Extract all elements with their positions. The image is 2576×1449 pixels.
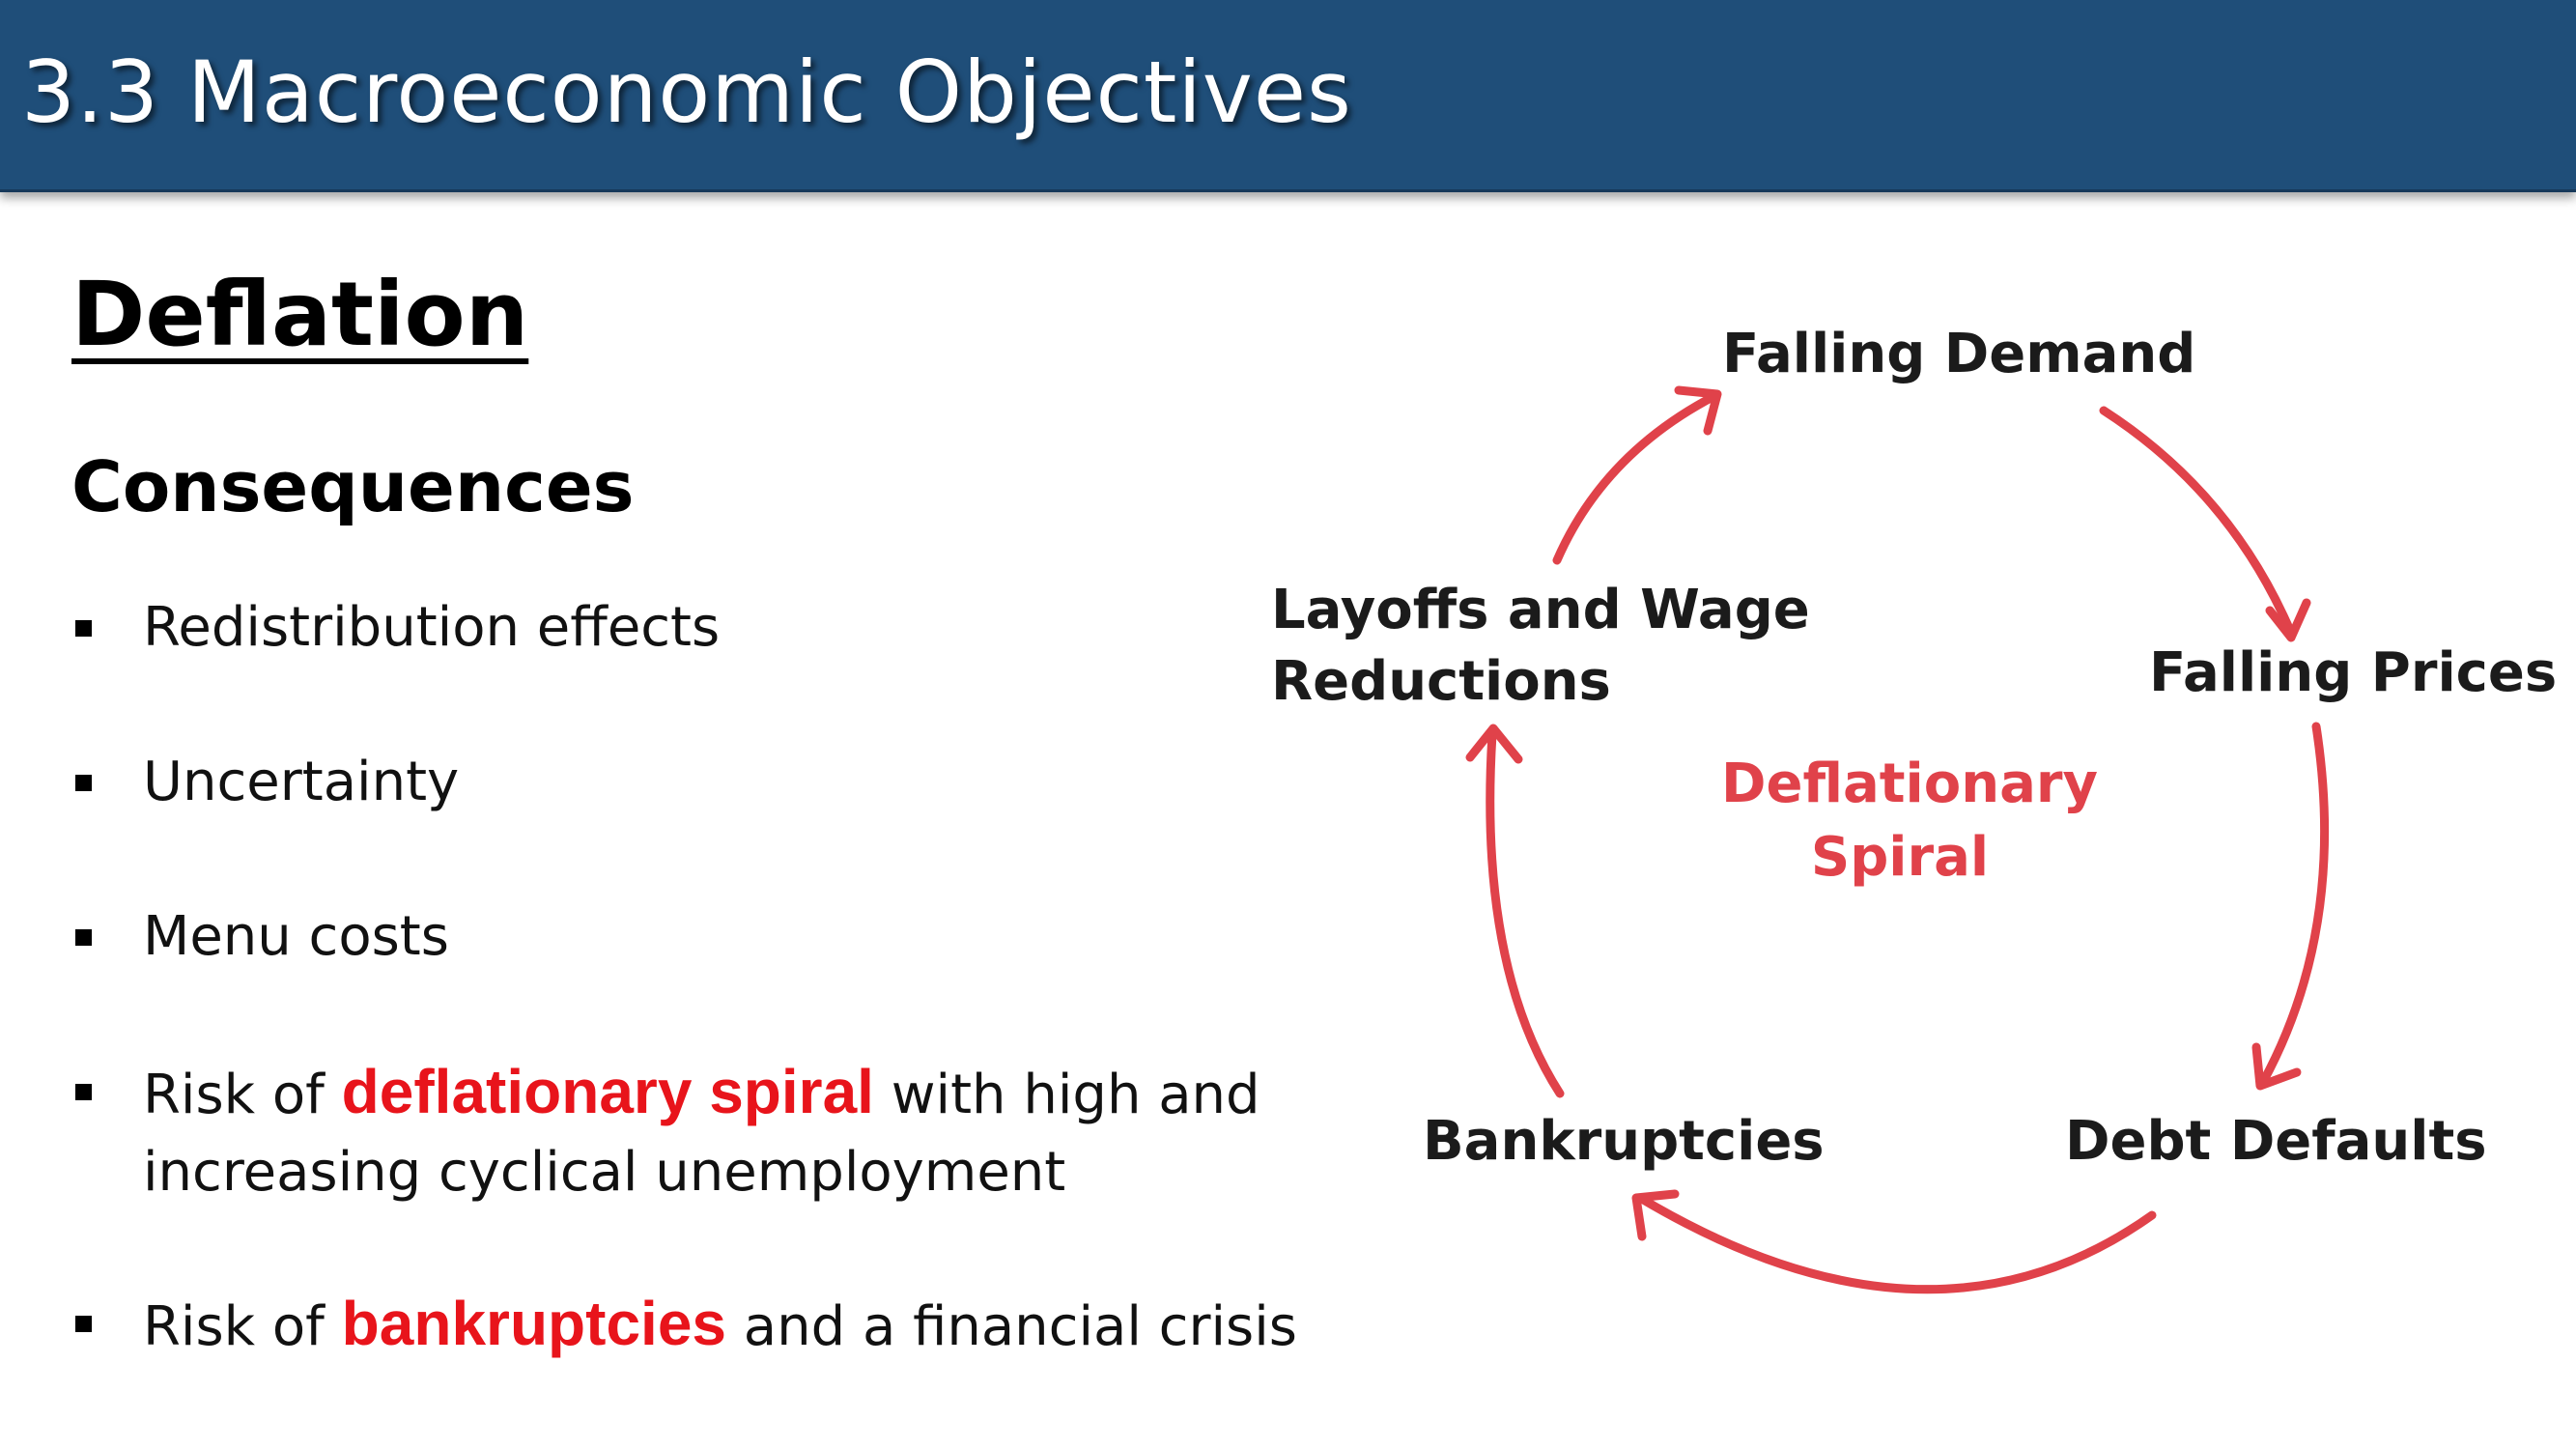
- deflationary-spiral-diagram: Falling Demand Falling Prices Debt Defau…: [1271, 323, 2557, 1294]
- bullet-square-icon: [75, 1316, 92, 1332]
- bullet-square-icon: [75, 775, 92, 791]
- bullet-text-after: with high and increasing cyclical unempl…: [143, 1064, 1260, 1204]
- arrow-to-falling-prices: [2099, 406, 2296, 638]
- bullet-text: Uncertainty: [143, 751, 460, 813]
- node-falling-prices: Falling Prices: [2149, 641, 2557, 704]
- node-falling-demand: Falling Demand: [1722, 323, 2195, 385]
- node-layoffs-line2: Reductions: [1271, 650, 1611, 713]
- section-heading: Deflation: [71, 263, 529, 366]
- arrow-to-falling-demand: [1552, 391, 1719, 565]
- bullet-text: Redistribution effects: [143, 596, 721, 659]
- node-bankruptcies: Bankruptcies: [1423, 1110, 1825, 1173]
- bullet-text-after: and a financial crisis: [726, 1295, 1297, 1358]
- bullet-text: Risk of bankruptcies and a financial cri…: [143, 1285, 1360, 1366]
- bullet-square-icon: [75, 929, 92, 946]
- bullet-square-icon: [75, 1084, 92, 1100]
- subheading: Consequences: [71, 446, 635, 527]
- center-label-line1: Deflationary: [1721, 753, 2098, 815]
- center-label-line2: Spiral: [1811, 826, 1989, 889]
- title-bar: 3.3 Macroeconomic Objectives: [0, 0, 2576, 192]
- highlight-deflationary-spiral: deflationary spiral: [341, 1057, 874, 1126]
- arrow-to-debt-defaults: [2258, 722, 2330, 1087]
- node-layoffs-line1: Layoffs and Wage: [1271, 579, 1810, 641]
- node-debt-defaults: Debt Defaults: [2065, 1110, 2487, 1173]
- bullet-square-icon: [75, 620, 92, 637]
- arrowhead-debt-defaults: [2251, 1042, 2302, 1091]
- arrowhead-bankruptcies: [1631, 1189, 1680, 1241]
- arrowhead-falling-demand: [1674, 385, 1722, 436]
- arrowhead-falling-prices: [2265, 598, 2311, 642]
- highlight-bankruptcies: bankruptcies: [341, 1289, 726, 1358]
- bullet-text-before: Risk of: [143, 1064, 342, 1126]
- slide-title: 3.3 Macroeconomic Objectives: [21, 43, 1352, 142]
- bullet-text: Menu costs: [143, 905, 449, 968]
- arrowhead-layoffs: [1465, 724, 1523, 764]
- bullet-text: Risk of deflationary spiral with high an…: [143, 1053, 1360, 1211]
- arrow-to-bankruptcies: [1635, 1193, 2157, 1294]
- arrow-to-layoffs: [1486, 729, 1565, 1098]
- bullet-text-before: Risk of: [143, 1295, 342, 1358]
